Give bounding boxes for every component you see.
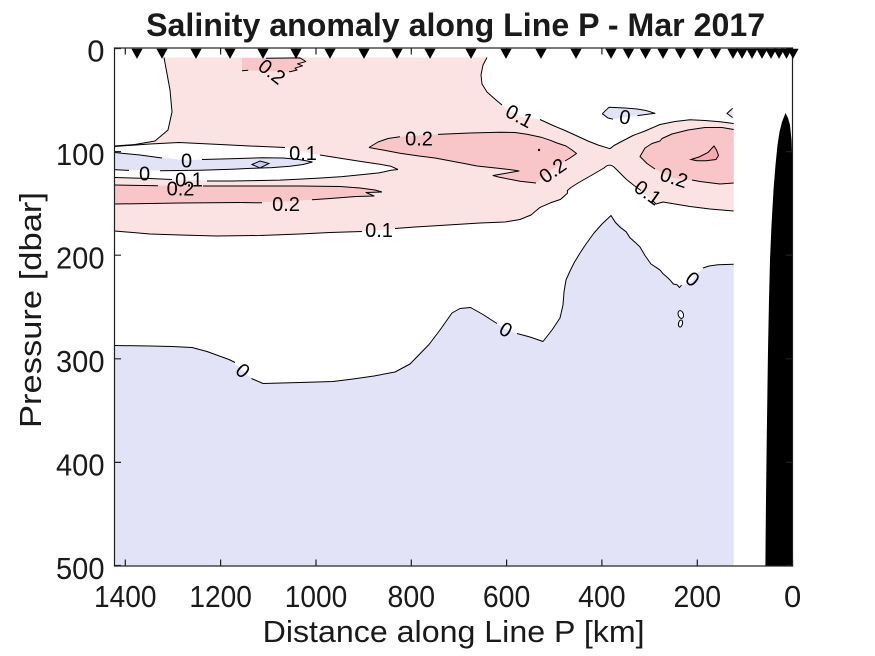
svg-text:1400: 1400 [94,579,157,614]
svg-text:200: 200 [674,579,722,614]
svg-text:0: 0 [181,151,192,173]
svg-text:0: 0 [87,33,104,68]
svg-text:200: 200 [56,240,105,275]
svg-text:500: 500 [56,551,105,586]
svg-text:Distance along Line P [km]: Distance along Line P [km] [263,614,645,649]
svg-text:100: 100 [56,137,105,172]
svg-text:1000: 1000 [285,579,348,614]
svg-text:0.2: 0.2 [272,194,300,216]
svg-text:Salinity anomaly along Line P: Salinity anomaly along Line P - Mar 2017 [146,7,765,43]
svg-text:1200: 1200 [189,579,252,614]
svg-text:800: 800 [388,579,436,614]
svg-text:600: 600 [483,579,531,614]
svg-text:Pressure [dbar]: Pressure [dbar] [13,192,48,428]
svg-text:0: 0 [618,106,632,129]
svg-text:0.1: 0.1 [365,220,393,242]
svg-text:0.1: 0.1 [175,170,203,192]
svg-text:400: 400 [56,448,105,483]
svg-text:0.2: 0.2 [405,129,433,151]
svg-text:0.2: 0.2 [167,179,195,201]
svg-text:0: 0 [139,164,150,186]
svg-text:400: 400 [578,579,626,614]
svg-text:0.1: 0.1 [289,143,317,165]
svg-text:0: 0 [784,579,801,614]
svg-text:300: 300 [56,344,105,379]
